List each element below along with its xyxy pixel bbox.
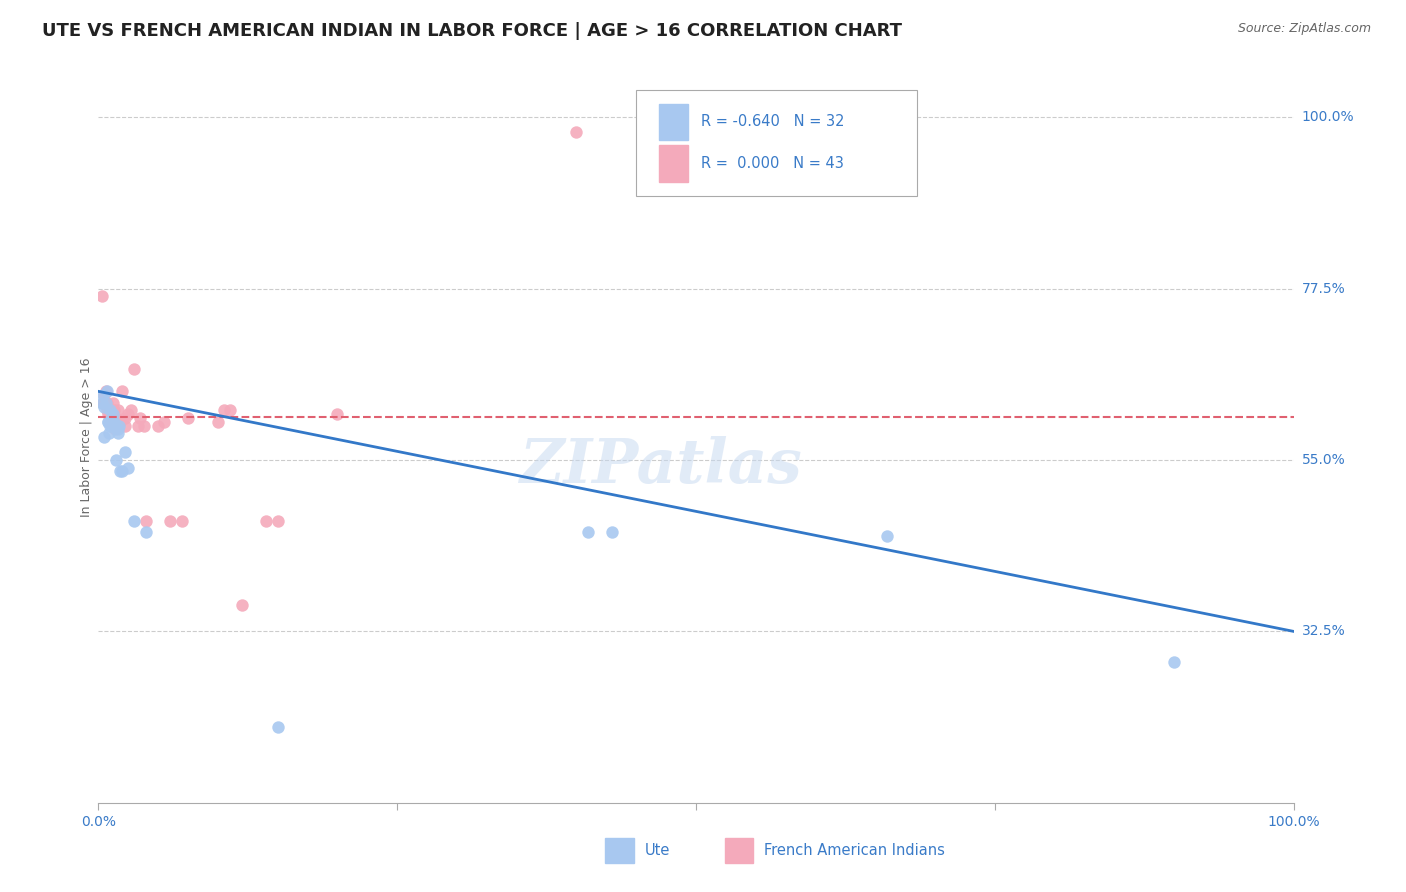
Point [96, 396, 118, 410]
Point [104, 418, 127, 433]
Point [91, 388, 114, 402]
Point [135, 514, 157, 528]
Point [326, 407, 349, 421]
Point [107, 418, 129, 433]
Point [97, 407, 120, 421]
Point [91, 289, 114, 303]
Point [96, 384, 118, 399]
Point [98, 415, 121, 429]
FancyBboxPatch shape [605, 838, 634, 863]
Point [94, 396, 117, 410]
Point [153, 415, 176, 429]
FancyBboxPatch shape [659, 145, 688, 182]
Point [120, 403, 142, 417]
Point [254, 514, 277, 528]
Point [94, 384, 117, 399]
Text: Ute: Ute [644, 843, 669, 858]
Text: R =  0.000   N = 43: R = 0.000 N = 43 [700, 156, 844, 171]
Point [124, 361, 146, 376]
Point [91, 396, 114, 410]
Point [602, 525, 624, 540]
Point [267, 720, 290, 734]
Point [97, 415, 120, 429]
Text: 32.5%: 32.5% [1302, 624, 1346, 639]
Point [103, 403, 125, 417]
Point [148, 418, 170, 433]
Point [97, 415, 120, 429]
Text: French American Indians: French American Indians [763, 843, 945, 858]
Point [100, 415, 122, 429]
Text: 77.5%: 77.5% [1302, 282, 1346, 295]
Point [132, 418, 155, 433]
Point [267, 514, 290, 528]
Point [207, 415, 229, 429]
Point [105, 453, 128, 467]
Point [98, 407, 122, 421]
Point [565, 125, 588, 139]
Text: Source: ZipAtlas.com: Source: ZipAtlas.com [1237, 22, 1371, 36]
Point [96, 403, 118, 417]
Point [212, 403, 235, 417]
Point [1163, 655, 1185, 669]
Text: 100.0%: 100.0% [1302, 110, 1354, 124]
FancyBboxPatch shape [637, 90, 917, 195]
Point [100, 418, 122, 433]
Point [101, 415, 124, 429]
Point [108, 464, 131, 478]
Point [114, 418, 136, 433]
Point [100, 407, 122, 421]
Point [135, 525, 157, 540]
Point [101, 407, 124, 421]
Point [876, 529, 898, 543]
Point [103, 415, 125, 429]
Point [107, 403, 129, 417]
Point [91, 396, 114, 410]
Point [129, 411, 152, 425]
Point [124, 514, 146, 528]
Point [107, 426, 129, 441]
Point [114, 411, 136, 425]
Point [108, 415, 131, 429]
FancyBboxPatch shape [724, 838, 754, 863]
Point [107, 415, 129, 429]
Point [98, 415, 121, 429]
Text: ZIPatlas: ZIPatlas [519, 436, 801, 496]
Point [101, 396, 124, 410]
Point [93, 430, 115, 444]
Point [219, 403, 242, 417]
Point [159, 514, 181, 528]
Point [117, 460, 139, 475]
Point [98, 418, 122, 433]
Point [231, 598, 253, 612]
Point [177, 411, 200, 425]
Point [111, 384, 134, 399]
Point [93, 400, 115, 414]
Point [104, 422, 127, 436]
Point [127, 418, 149, 433]
Text: R = -0.640   N = 32: R = -0.640 N = 32 [700, 114, 844, 129]
Point [107, 422, 129, 436]
Text: 55.0%: 55.0% [1302, 453, 1346, 467]
Point [98, 403, 122, 417]
Point [93, 388, 115, 402]
FancyBboxPatch shape [659, 103, 688, 140]
Point [100, 415, 122, 429]
Point [98, 403, 121, 417]
Point [578, 525, 600, 540]
Point [114, 445, 136, 459]
Point [105, 411, 128, 425]
Point [98, 426, 121, 441]
Point [117, 407, 139, 421]
Text: UTE VS FRENCH AMERICAN INDIAN IN LABOR FORCE | AGE > 16 CORRELATION CHART: UTE VS FRENCH AMERICAN INDIAN IN LABOR F… [42, 22, 903, 40]
Y-axis label: In Labor Force | Age > 16: In Labor Force | Age > 16 [80, 358, 93, 516]
Point [172, 514, 194, 528]
Point [111, 464, 134, 478]
